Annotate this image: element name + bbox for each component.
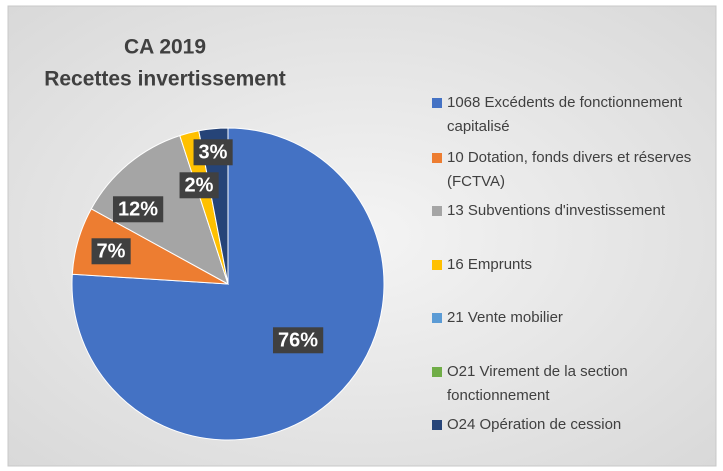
data-label-box (272, 327, 324, 354)
legend-swatch (432, 260, 442, 270)
legend-swatch (432, 313, 442, 323)
legend-label: 21 Vente mobilier (447, 309, 563, 326)
data-label: 2% (185, 174, 214, 196)
legend-label: 13 Subventions d'investissement (447, 202, 666, 219)
data-label: 76% (278, 329, 318, 351)
pie-slice (198, 127, 229, 285)
legend-swatch (432, 153, 442, 163)
legend: 1068 Excédents de fonctionnement capitali… (432, 94, 691, 433)
data-label-box (179, 172, 219, 199)
chart-title: Recettes invertissement (44, 68, 286, 91)
data-label-box (91, 238, 131, 265)
data-label-box (112, 196, 164, 223)
legend-swatch (432, 98, 442, 108)
legend-label: 10 Dotation, fonds divers et réserves (FC… (447, 149, 691, 190)
legend-swatch (432, 206, 442, 216)
legend-label: O24 Opération de cession (447, 416, 621, 433)
data-labels: 76% 7% 12% 2% 3% (91, 139, 324, 354)
legend-label: 1068 Excédents de fonctionnement capitali… (447, 94, 683, 135)
legend-label: O21 Virement de la section fonctionnement (447, 363, 628, 404)
data-label: 7% (97, 240, 126, 262)
data-label-box (193, 139, 233, 166)
legend-label: 16 Emprunts (447, 256, 532, 273)
pie (71, 127, 385, 441)
pie-slice (71, 127, 385, 441)
legend-swatch (432, 420, 442, 430)
data-label: 12% (118, 198, 158, 220)
chart-title: CA 2019 (124, 36, 206, 59)
legend-swatch (432, 367, 442, 377)
data-label: 3% (199, 141, 228, 163)
